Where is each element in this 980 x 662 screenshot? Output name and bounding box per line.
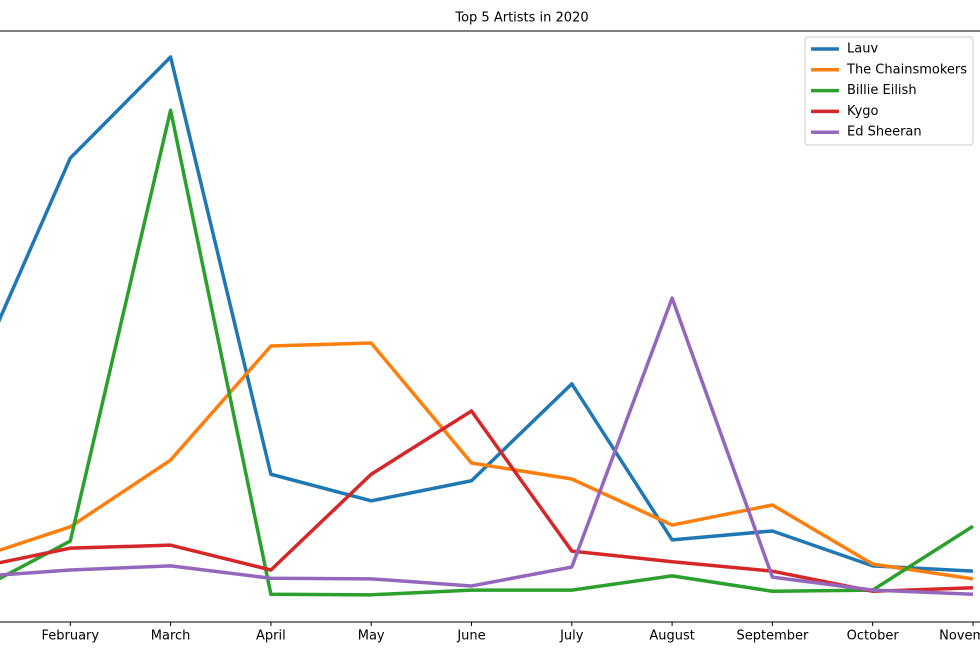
line-series bbox=[0, 341, 974, 581]
legend-label: The Chainsmokers bbox=[846, 62, 967, 77]
x-tick-label: February bbox=[41, 629, 99, 644]
line-series bbox=[0, 296, 974, 596]
line-series bbox=[0, 409, 974, 594]
x-tick-label: October bbox=[847, 629, 900, 644]
legend-label: Ed Sheeran bbox=[847, 125, 922, 140]
x-tick-label: August bbox=[649, 629, 695, 644]
line-series bbox=[0, 108, 974, 597]
x-tick-label: July bbox=[559, 629, 584, 644]
legend-label: Lauv bbox=[847, 42, 878, 57]
x-tick-label: June bbox=[456, 629, 485, 644]
x-tick-label: March bbox=[151, 629, 191, 644]
chart-title: Top 5 Artists in 2020 bbox=[454, 11, 588, 26]
legend-label: Billie Eilish bbox=[847, 83, 917, 98]
x-tick-label: April bbox=[256, 629, 286, 644]
line-series bbox=[0, 55, 974, 573]
legend-box bbox=[804, 36, 974, 146]
x-tick-label: November bbox=[939, 629, 980, 644]
legend-label: Kygo bbox=[847, 104, 879, 119]
x-tick-label: September bbox=[736, 629, 809, 644]
x-tick-label: May bbox=[358, 629, 385, 644]
